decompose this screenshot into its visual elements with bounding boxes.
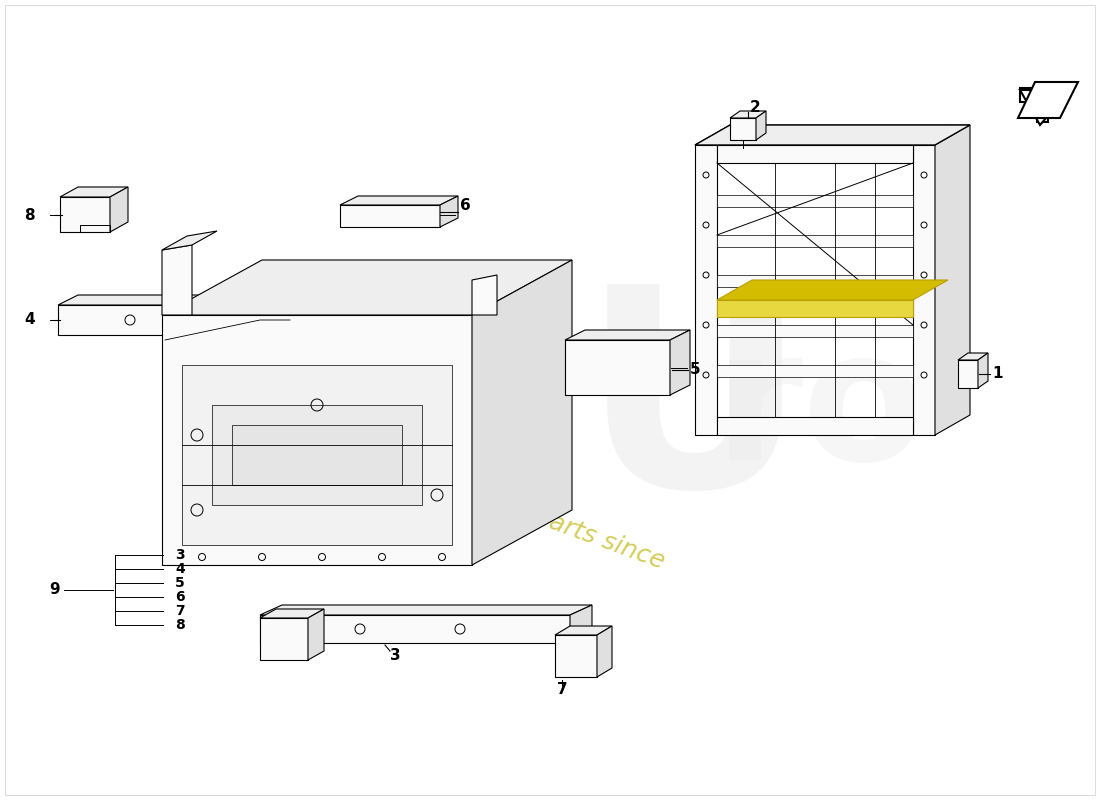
Polygon shape	[717, 145, 913, 163]
Polygon shape	[265, 280, 490, 358]
Text: 9: 9	[50, 582, 60, 598]
Polygon shape	[756, 111, 766, 140]
Polygon shape	[717, 275, 913, 287]
Polygon shape	[110, 187, 128, 232]
Text: EU: EU	[393, 275, 807, 545]
Polygon shape	[978, 353, 988, 388]
Text: 8: 8	[175, 618, 185, 632]
Text: ro: ro	[714, 322, 926, 498]
Polygon shape	[58, 305, 288, 335]
Polygon shape	[1020, 88, 1065, 122]
Polygon shape	[212, 405, 422, 505]
Polygon shape	[182, 365, 452, 545]
Text: 5: 5	[175, 576, 185, 590]
Polygon shape	[717, 325, 913, 337]
Polygon shape	[717, 195, 913, 207]
Polygon shape	[556, 635, 597, 677]
Polygon shape	[60, 197, 110, 232]
Polygon shape	[695, 125, 752, 145]
Polygon shape	[265, 271, 508, 330]
Polygon shape	[597, 626, 612, 677]
Text: a passion for parts since: a passion for parts since	[372, 446, 668, 574]
Text: 4: 4	[24, 313, 35, 327]
Polygon shape	[260, 618, 308, 660]
Text: 7: 7	[557, 682, 568, 698]
Polygon shape	[472, 275, 497, 315]
Polygon shape	[570, 605, 592, 643]
Polygon shape	[913, 145, 935, 435]
Polygon shape	[717, 280, 948, 300]
Polygon shape	[1018, 82, 1078, 118]
Polygon shape	[162, 245, 192, 315]
Text: 4: 4	[175, 562, 185, 576]
Polygon shape	[717, 365, 913, 377]
Polygon shape	[58, 295, 308, 305]
Polygon shape	[565, 340, 670, 395]
Polygon shape	[472, 260, 572, 565]
Polygon shape	[60, 187, 128, 197]
Polygon shape	[717, 235, 913, 247]
Polygon shape	[340, 196, 458, 205]
Polygon shape	[670, 330, 690, 395]
Text: 3: 3	[389, 647, 400, 662]
Polygon shape	[288, 295, 308, 335]
Polygon shape	[340, 205, 440, 227]
Polygon shape	[730, 118, 756, 140]
Text: 8: 8	[24, 207, 35, 222]
Polygon shape	[162, 260, 572, 315]
Polygon shape	[717, 417, 913, 435]
Polygon shape	[162, 315, 472, 565]
Polygon shape	[958, 353, 988, 360]
Text: 6: 6	[175, 590, 185, 604]
Text: 1: 1	[992, 366, 1002, 382]
Polygon shape	[695, 145, 717, 435]
Polygon shape	[695, 125, 970, 145]
Polygon shape	[162, 231, 217, 250]
Text: 2: 2	[749, 101, 760, 115]
Polygon shape	[260, 615, 570, 643]
Polygon shape	[440, 196, 458, 227]
Text: 3: 3	[175, 548, 185, 562]
Polygon shape	[958, 360, 978, 388]
Polygon shape	[565, 330, 690, 340]
Polygon shape	[232, 425, 402, 485]
Polygon shape	[935, 125, 970, 435]
Polygon shape	[1020, 90, 1070, 125]
Polygon shape	[717, 300, 913, 317]
Polygon shape	[730, 111, 766, 118]
Polygon shape	[717, 125, 948, 145]
Text: 7: 7	[175, 604, 185, 618]
Polygon shape	[556, 626, 612, 635]
Polygon shape	[490, 321, 508, 358]
Polygon shape	[260, 609, 324, 618]
Polygon shape	[913, 125, 970, 145]
Polygon shape	[260, 605, 592, 615]
Text: 6: 6	[460, 198, 471, 213]
Polygon shape	[308, 609, 324, 660]
Text: 5: 5	[690, 362, 701, 378]
